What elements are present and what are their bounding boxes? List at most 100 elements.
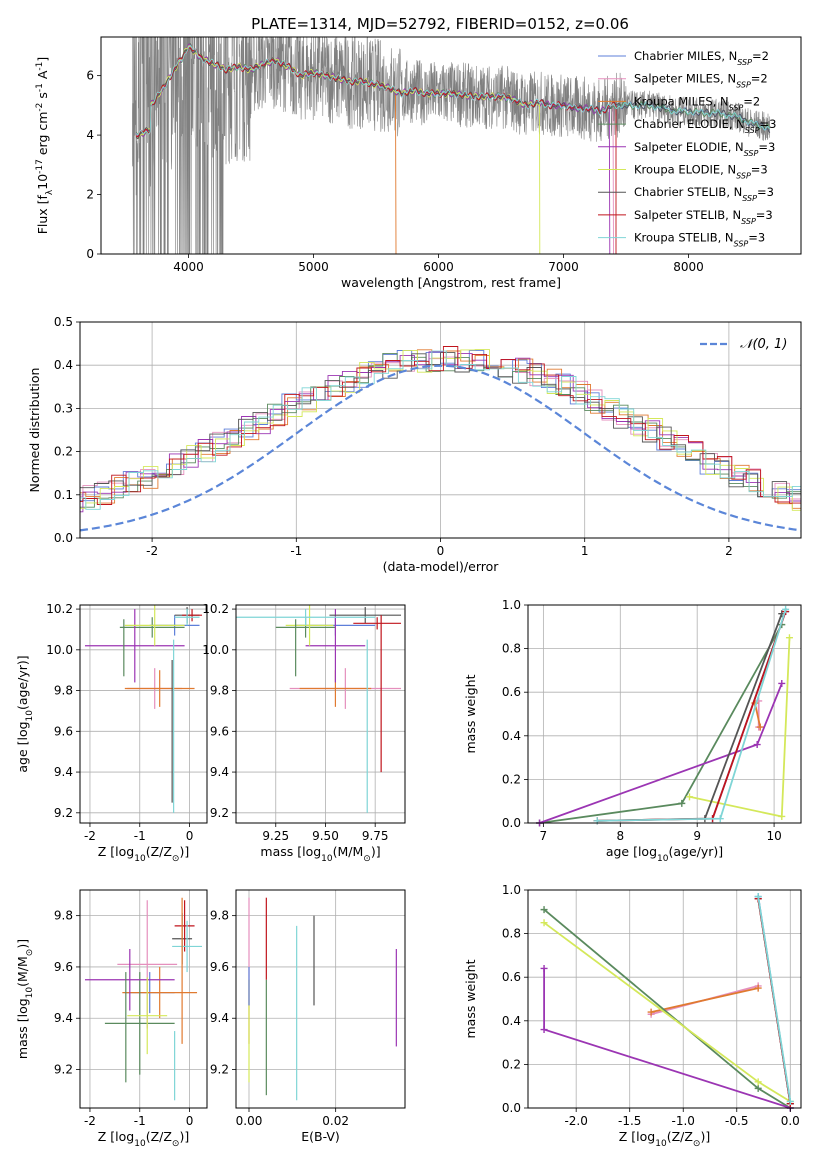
- mass-weight-marker: [754, 1084, 762, 1092]
- x-tick-label: -1: [290, 544, 302, 558]
- x-tick-label: 9.75: [362, 829, 389, 843]
- legend-label: Salpeter MILES, NSSP=2: [634, 72, 768, 90]
- weight-vs-Z-panel: -2.0 -1.5 -1.0 -0.5 0.0 0.0 0.2 0.4 0.6 0.8 1.0 Z […: [463, 883, 802, 1149]
- x-axis-label-part: mass [log: [260, 844, 321, 859]
- legend-label-sub: SSP: [736, 80, 751, 89]
- legend-label-text: Kroupa STELIB, N: [634, 231, 734, 245]
- y-axis-label-part: 10: [25, 987, 35, 999]
- x-axis-label: wavelength [Angstrom, rest frame]: [341, 275, 561, 290]
- y-axis-label-part: -1: [35, 62, 45, 71]
- y-tick-label: 1.0: [502, 883, 521, 897]
- x-axis-label-part: (M/M: [333, 844, 364, 859]
- mass-weight-marker: [754, 893, 762, 901]
- x-tick-label: 7: [540, 829, 548, 843]
- y-tick-label: 0: [86, 247, 94, 261]
- y-axis-label-part: age [log: [15, 721, 30, 772]
- legend-label: Salpeter STELIB, NSSP=3: [634, 208, 773, 226]
- x-tick-label: 9.50: [312, 829, 339, 843]
- legend-label: Chabrier STELIB, NSSP=3: [634, 185, 774, 203]
- residual-histogram: [80, 349, 801, 509]
- x-tick-label: -1.0: [672, 1114, 695, 1128]
- x-axis-label: Z [log10(Z/Z⊙)]: [98, 1129, 189, 1149]
- x-axis-label-part: (Z/Z: [146, 844, 172, 859]
- age-vs-Z-panel: -2 -1 09.29.49.69.810.010.2Z [log10(Z/Z⊙)]…: [15, 602, 208, 864]
- x-tick-label: 0.00: [236, 1114, 263, 1128]
- y-axis-label-part: mass [log: [15, 998, 30, 1059]
- y-axis-label-part: (age/yr)]: [15, 655, 30, 710]
- y-axis-label-part: mass weight: [463, 959, 478, 1038]
- y-axis-label-part: s: [35, 92, 50, 103]
- age-vs-mass-panel: 9.25 9.50 9.75 9.2 9.4 9.6 9.8 10.0 10.2 mass [lo…: [202, 602, 406, 864]
- y-tick-label: 9.4: [210, 1011, 229, 1025]
- x-tick-label: -1: [134, 1114, 146, 1128]
- legend-label-sub: SSP: [741, 216, 756, 225]
- legend-label-sub: SSP: [745, 126, 760, 135]
- x-axis-label-part: Z [log: [98, 1129, 134, 1144]
- legend-label-n: =3: [758, 140, 775, 154]
- y-tick-label: 0.2: [502, 772, 521, 786]
- mass-weight-marker: [647, 1008, 655, 1016]
- x-axis-label-part: (Z/Z: [146, 1129, 172, 1144]
- mass-weight-marker: [782, 605, 790, 613]
- x-axis-label-part: 10: [657, 854, 669, 864]
- x-tick-label: 7000: [548, 260, 579, 274]
- y-tick-label: 9.6: [54, 960, 73, 974]
- x-tick-label: 6000: [423, 260, 454, 274]
- plot-frame: [79, 889, 208, 1109]
- y-tick-label: 6: [86, 69, 94, 83]
- y-axis-label: mass weight: [463, 674, 478, 753]
- x-axis-label-part: ⊙: [363, 854, 371, 864]
- x-tick-label: 0: [186, 1114, 194, 1128]
- legend-label-n: =2: [752, 49, 769, 63]
- x-axis-label-part: Z [log: [619, 1129, 655, 1144]
- x-axis-label: (data-model)/error: [383, 559, 500, 574]
- y-axis-label: mass weight: [463, 959, 478, 1038]
- y-tick-label: 9.4: [54, 1011, 73, 1025]
- plot-frame: [527, 604, 802, 824]
- observed-spectrum: [132, 37, 770, 254]
- x-tick-label: 0: [437, 544, 445, 558]
- y-tick-label: 0.0: [502, 816, 521, 830]
- x-axis-label-part: ⊙: [693, 1139, 701, 1149]
- legend-label-sub: SSP: [737, 58, 752, 67]
- y-axis-label-part: ⊙: [25, 949, 35, 957]
- mass-vs-Z-panel: -2 -1 09.29.49.69.8Z [log10(Z/Z⊙)]mass [lo…: [15, 889, 208, 1149]
- legend-label: Chabrier ELODIE, NSSP=3: [634, 117, 776, 135]
- legend-label-sub: SSP: [734, 239, 749, 248]
- y-tick-label: 9.8: [54, 909, 73, 923]
- spectrum-panel: 4000 5000 6000 7000 8000 0 2 4 6 wavelength [Angs…: [35, 36, 802, 290]
- residual-histogram: [80, 356, 801, 500]
- y-tick-label: 0.8: [502, 642, 521, 656]
- residual-histogram: [80, 350, 801, 510]
- x-axis-label-part: (Z/Z: [667, 1129, 693, 1144]
- y-tick-label: 9.6: [54, 724, 73, 738]
- legend-label-n: =2: [743, 94, 760, 108]
- residuals-panel: -2 -1 0 1 2 0.0 0.1 0.2 0.3 0.4 0.5 (data-model)/er…: [27, 315, 802, 574]
- mass-weight-marker: [778, 679, 786, 687]
- y-axis-label-part: Normed distribution: [27, 368, 42, 493]
- x-axis-label-part: )]: [371, 844, 381, 859]
- x-tick-label: 8: [616, 829, 624, 843]
- legend-label-n: =3: [760, 117, 777, 131]
- y-tick-label: 0.3: [54, 401, 73, 415]
- y-tick-label: 9.2: [210, 1063, 229, 1077]
- mass-weight-marker: [756, 723, 764, 731]
- x-axis-label-part: )]: [700, 1129, 710, 1144]
- residual-histogram: [80, 351, 801, 513]
- mass-weight-marker: [786, 1097, 794, 1105]
- y-axis-label-part: -1: [35, 83, 45, 92]
- legend-label: Chabrier MILES, NSSP=2: [634, 49, 769, 67]
- x-axis-label-part: E(B-V): [301, 1129, 340, 1144]
- legend-label-text: Salpeter STELIB, N: [634, 208, 741, 222]
- x-axis-label-part: (data-model)/error: [383, 559, 500, 574]
- x-tick-label: -2: [84, 829, 96, 843]
- x-tick-label: 0.02: [322, 1114, 349, 1128]
- plot-frame: [100, 36, 802, 255]
- y-axis-label: Flux [fλ10-17 erg cm-2 s-1 A-1]: [35, 57, 55, 235]
- y-tick-label: 9.2: [210, 806, 229, 820]
- legend-label-text: Salpeter MILES, N: [634, 72, 736, 86]
- mass-weight-marker: [540, 964, 548, 972]
- y-tick-label: 0.0: [54, 531, 73, 545]
